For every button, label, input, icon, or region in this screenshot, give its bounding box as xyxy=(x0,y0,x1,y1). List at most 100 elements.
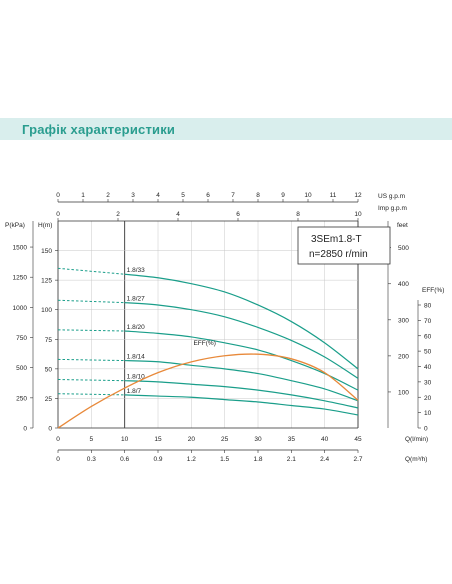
us-gpm-tick-label: 5 xyxy=(181,192,185,199)
q-m3h-tick-label: 2.1 xyxy=(287,456,296,463)
pressure-tick-label: 250 xyxy=(16,395,27,402)
curve-label: 1.8/20 xyxy=(127,324,145,331)
curve-1.8/7 xyxy=(124,394,359,416)
feet-tick-label: 200 xyxy=(398,353,409,360)
q-m3h-tick-label: 1.5 xyxy=(220,456,229,463)
imp-gpm-tick-label: 10 xyxy=(354,211,362,218)
q-m3h-axis-label: Q(m³/h) xyxy=(405,456,427,463)
curve-1.8/27 xyxy=(124,302,359,379)
q-m3h-tick-label: 2.7 xyxy=(353,456,362,463)
q-m3h-tick-label: 0.9 xyxy=(153,456,162,463)
head-tick-label: 100 xyxy=(41,307,52,314)
q-lmin-tick-label: 40 xyxy=(321,436,329,443)
eff-tick-label: 40 xyxy=(424,364,432,371)
eff-tick-label: 0 xyxy=(424,426,428,433)
efficiency-curve xyxy=(57,353,359,429)
curve-1.8/20 xyxy=(124,330,359,391)
curve-dashed-1.8/27 xyxy=(57,299,125,304)
head-tick-label: 0 xyxy=(48,426,52,433)
q-m3h-tick-label: 0.6 xyxy=(120,456,129,463)
eff-tick-label: 60 xyxy=(424,333,432,340)
us-gpm-tick-label: 1 xyxy=(81,192,85,199)
us-gpm-tick-label: 6 xyxy=(206,192,210,199)
eff-axis-label: EFF(%) xyxy=(422,287,444,294)
pressure-tick-label: 1500 xyxy=(13,245,28,252)
curve-label: 1.8/7 xyxy=(127,388,142,395)
curve-label: 1.8/33 xyxy=(127,267,145,274)
q-lmin-tick-label: 0 xyxy=(56,436,60,443)
curve-label: 1.8/14 xyxy=(127,354,145,361)
curve-1.8/14 xyxy=(124,359,359,402)
curve-label: 1.8/27 xyxy=(127,296,145,303)
us-gpm-tick-label: 3 xyxy=(131,192,135,199)
curve-dashed-1.8/14 xyxy=(57,358,125,362)
q-lmin-tick-label: 10 xyxy=(121,436,129,443)
feet-tick-label: 300 xyxy=(398,317,409,324)
imp-gpm-tick-label: 6 xyxy=(236,211,240,218)
q-m3h-tick-label: 0.3 xyxy=(87,456,96,463)
q-lmin-tick-label: 30 xyxy=(254,436,262,443)
q-m3h-tick-label: 1.2 xyxy=(187,456,196,463)
pressure-axis-label: P(kPa) xyxy=(5,222,25,229)
efficiency-curve-label: EFF(%) xyxy=(193,340,215,347)
feet-axis-label: feet xyxy=(397,222,408,229)
us-gpm-tick-label: 9 xyxy=(281,192,285,199)
curve-dashed-1.8/33 xyxy=(57,267,125,275)
imp-gpm-tick-label: 8 xyxy=(296,211,300,218)
us-gpm-tick-label: 4 xyxy=(156,192,160,199)
pressure-tick-label: 0 xyxy=(23,426,27,433)
q-lmin-axis-label: Q(l/min) xyxy=(405,436,428,443)
model-label: 3SEm1.8-T xyxy=(311,234,362,245)
curve-dashed-1.8/10 xyxy=(57,379,125,382)
us-gpm-tick-label: 12 xyxy=(354,192,362,199)
imp-gpm-tick-label: 4 xyxy=(176,211,180,218)
pressure-tick-label: 750 xyxy=(16,335,27,342)
curve-dashed-1.8/20 xyxy=(57,329,125,332)
us-gpm-tick-label: 2 xyxy=(106,192,110,199)
q-lmin-tick-label: 20 xyxy=(188,436,196,443)
curve-label: 1.8/10 xyxy=(127,374,145,381)
eff-tick-label: 80 xyxy=(424,303,432,310)
us-gpm-tick-label: 0 xyxy=(56,192,60,199)
q-lmin-tick-label: 15 xyxy=(154,436,162,443)
model-box xyxy=(297,226,391,265)
pressure-tick-label: 1250 xyxy=(13,275,28,282)
feet-tick-label: 100 xyxy=(398,389,409,396)
us-gpm-tick-label: 8 xyxy=(256,192,260,199)
head-tick-label: 75 xyxy=(45,337,53,344)
us-gpm-axis-label: US g.p.m xyxy=(378,193,405,200)
imp-gpm-tick-label: 0 xyxy=(56,211,60,218)
head-tick-label: 125 xyxy=(41,278,52,285)
q-lmin-tick-label: 5 xyxy=(90,436,94,443)
q-m3h-tick-label: 0 xyxy=(56,456,60,463)
q-lmin-tick-label: 25 xyxy=(221,436,229,443)
feet-tick-label: 500 xyxy=(398,245,409,252)
head-axis-label: H(m) xyxy=(38,222,52,229)
curve-dashed-1.8/7 xyxy=(57,393,125,396)
eff-tick-label: 70 xyxy=(424,318,432,325)
pressure-tick-label: 1000 xyxy=(13,305,28,312)
us-gpm-tick-label: 11 xyxy=(330,192,337,199)
imp-gpm-axis-label: Imp g.p.m xyxy=(378,205,407,212)
pressure-tick-label: 500 xyxy=(16,365,27,372)
curve-1.8/10 xyxy=(124,380,359,409)
head-tick-label: 150 xyxy=(41,248,52,255)
imp-gpm-tick-label: 2 xyxy=(116,211,120,218)
head-tick-label: 25 xyxy=(45,396,53,403)
us-gpm-tick-label: 10 xyxy=(304,192,312,199)
q-m3h-tick-label: 2.4 xyxy=(320,456,329,463)
head-tick-label: 50 xyxy=(45,366,53,373)
eff-tick-label: 20 xyxy=(424,395,432,402)
speed-label: n=2850 r/min xyxy=(309,249,368,260)
eff-tick-label: 30 xyxy=(424,379,432,386)
feet-tick-label: 400 xyxy=(398,281,409,288)
q-lmin-tick-label: 35 xyxy=(288,436,296,443)
curve-1.8/33 xyxy=(124,273,359,370)
q-m3h-tick-label: 1.8 xyxy=(253,456,262,463)
q-lmin-tick-label: 45 xyxy=(354,436,362,443)
eff-tick-label: 10 xyxy=(424,410,432,417)
eff-tick-label: 50 xyxy=(424,349,432,356)
page-title: Графік характеристики xyxy=(22,122,176,137)
